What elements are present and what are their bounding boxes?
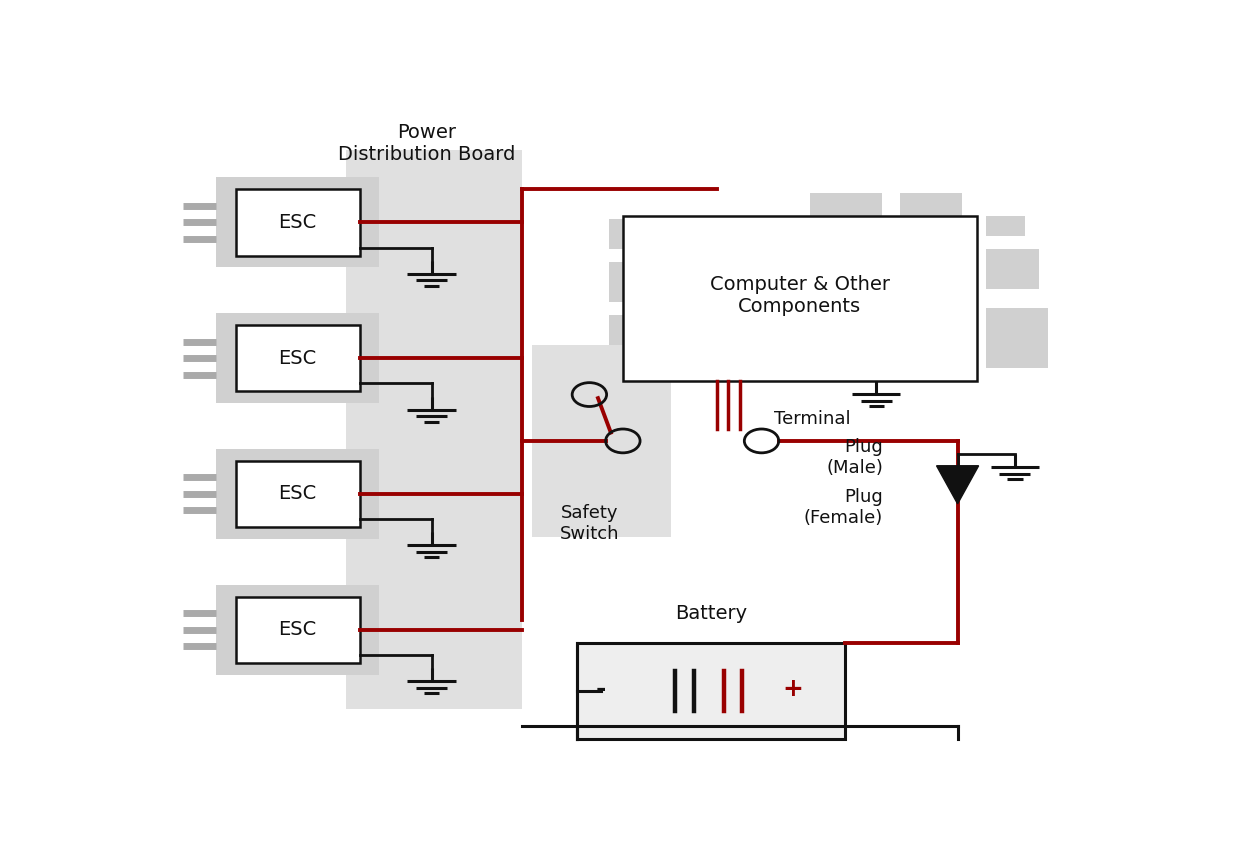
Bar xyxy=(986,216,1024,236)
Bar xyxy=(216,585,379,675)
Bar xyxy=(986,309,1049,368)
Text: Battery: Battery xyxy=(675,604,747,623)
Bar xyxy=(532,345,671,537)
Bar xyxy=(623,216,977,381)
Text: Plug
(Female): Plug (Female) xyxy=(803,488,884,526)
Bar xyxy=(216,449,379,539)
Text: -: - xyxy=(596,677,606,701)
Bar xyxy=(236,325,360,391)
Bar xyxy=(216,313,379,403)
Text: Terminal: Terminal xyxy=(774,409,850,427)
Text: Power
Distribution Board: Power Distribution Board xyxy=(338,123,516,164)
Text: +: + xyxy=(782,677,803,701)
Text: ESC: ESC xyxy=(279,484,317,503)
Bar xyxy=(236,461,360,527)
Bar xyxy=(986,249,1039,289)
Bar xyxy=(610,315,671,368)
Text: ESC: ESC xyxy=(279,620,317,639)
Bar xyxy=(610,219,658,249)
Bar xyxy=(216,177,379,267)
Bar xyxy=(236,597,360,663)
Bar xyxy=(346,150,522,710)
Polygon shape xyxy=(937,466,979,504)
Text: Safety
Switch: Safety Switch xyxy=(560,504,619,543)
Bar xyxy=(811,193,882,223)
Bar xyxy=(236,189,360,255)
Bar xyxy=(610,262,658,302)
Text: ESC: ESC xyxy=(279,348,317,367)
Text: Computer & Other
Components: Computer & Other Components xyxy=(710,274,890,316)
Text: ESC: ESC xyxy=(279,213,317,232)
Text: Plug
(Male): Plug (Male) xyxy=(826,438,884,477)
Bar xyxy=(901,193,963,223)
Bar xyxy=(578,643,845,739)
